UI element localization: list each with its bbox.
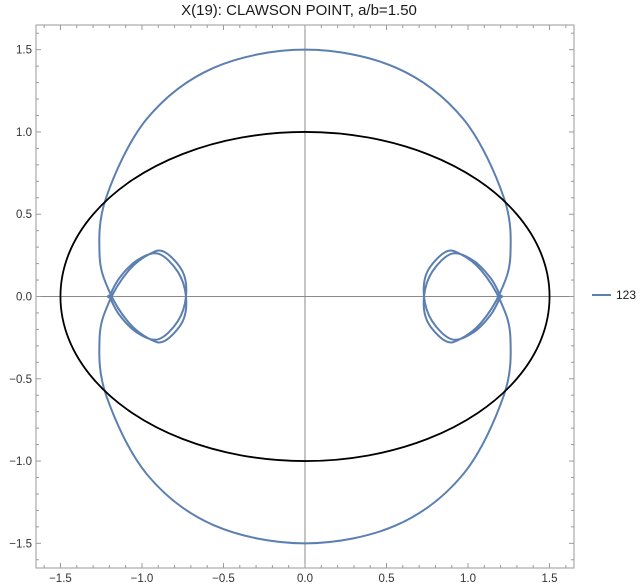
y-tick-label: 0.0 <box>16 292 32 304</box>
y-tick-label: 1.0 <box>16 127 32 139</box>
series-line <box>98 48 512 545</box>
y-tick-label: −1.0 <box>9 456 32 468</box>
y-tick-label: −0.5 <box>9 374 32 386</box>
series-line <box>59 131 551 462</box>
legend-label: 123 <box>616 288 636 302</box>
y-tick-label: 0.5 <box>16 209 32 221</box>
chart-title: X(19): CLAWSON POINT, a/b=1.50 <box>181 2 417 19</box>
x-tick-label: 0.5 <box>379 573 395 585</box>
x-tick-label: −1.0 <box>131 573 154 585</box>
x-tick-label: 1.5 <box>542 573 558 585</box>
x-tick-label: −1.5 <box>49 573 72 585</box>
y-tick-label: 1.5 <box>16 45 32 57</box>
legend: 123 <box>592 288 636 302</box>
y-tick-label: −1.5 <box>9 538 32 550</box>
tick-marks: −1.5 −1.0 −0.5 0.0 0.5 1.0 1.5 1.5 1.0 0.5 0.0 −0.5… <box>9 25 574 585</box>
x-tick-label: −0.5 <box>212 573 235 585</box>
x-tick-label: 0.0 <box>297 573 313 585</box>
series-layer <box>59 48 551 545</box>
x-tick-label: 1.0 <box>460 573 476 585</box>
